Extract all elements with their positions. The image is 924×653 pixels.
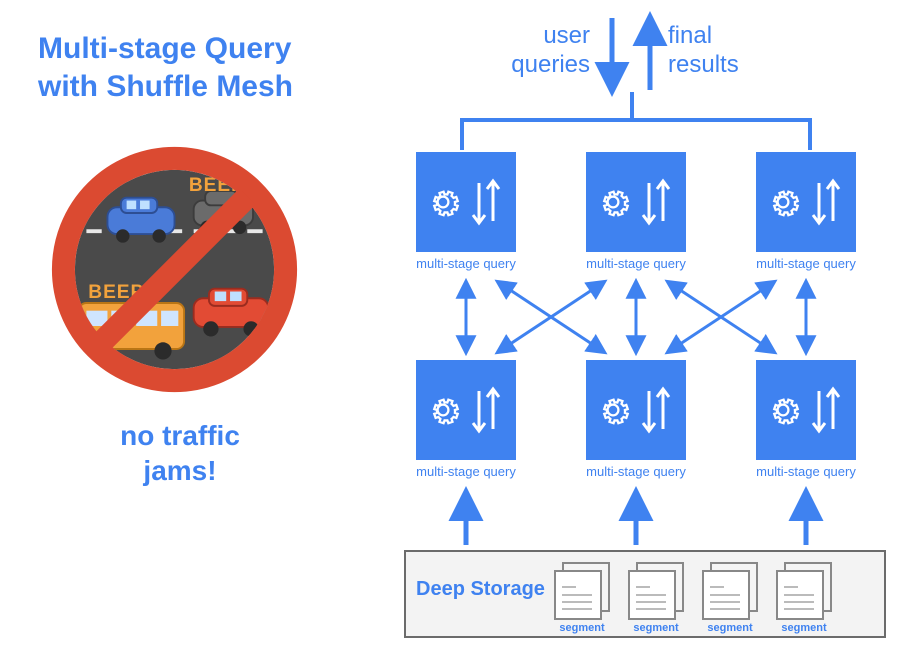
- msq-label: multi-stage query: [411, 256, 521, 271]
- caption-no-traffic: no traffic jams!: [90, 418, 270, 488]
- prohibition-icon: BEEP BEEP: [50, 145, 299, 394]
- msq-box-r2-c1: multi-stage query: [411, 360, 521, 479]
- msq-label: multi-stage query: [581, 256, 691, 271]
- deep-storage-box: Deep Storage segment segment segment seg…: [404, 550, 886, 638]
- gear-icon: [766, 393, 800, 427]
- msq-label: multi-stage query: [751, 256, 861, 271]
- gear-icon: [766, 185, 800, 219]
- msq-square: [416, 152, 516, 252]
- updown-arrows-icon: [806, 175, 846, 229]
- segment-label: segment: [628, 622, 684, 634]
- segments-row: segment segment segment segment: [554, 558, 832, 562]
- msq-box-r2-c2: multi-stage query: [581, 360, 691, 479]
- updown-arrows-icon: [636, 175, 676, 229]
- segment-label: segment: [554, 622, 610, 634]
- updown-arrows-icon: [466, 383, 506, 437]
- updown-arrows-icon: [636, 383, 676, 437]
- msq-label: multi-stage query: [411, 464, 521, 479]
- msq-square: [756, 360, 856, 460]
- msq-square: [586, 152, 686, 252]
- gear-icon: [596, 185, 630, 219]
- gear-icon: [426, 393, 460, 427]
- segment-label: segment: [702, 622, 758, 634]
- updown-arrows-icon: [806, 383, 846, 437]
- msq-box-r1-c1: multi-stage query: [411, 152, 521, 271]
- storage-title: Deep Storage: [416, 558, 546, 601]
- msq-box-r1-c2: multi-stage query: [581, 152, 691, 271]
- msq-label: multi-stage query: [751, 464, 861, 479]
- msq-label: multi-stage query: [581, 464, 691, 479]
- msq-box-r1-c3: multi-stage query: [751, 152, 861, 271]
- msq-box-r2-c3: multi-stage query: [751, 360, 861, 479]
- msq-square: [586, 360, 686, 460]
- msq-square: [416, 360, 516, 460]
- no-traffic-sign: BEEP BEEP: [50, 145, 299, 394]
- gear-icon: [596, 393, 630, 427]
- segment-label: segment: [776, 622, 832, 634]
- msq-square: [756, 152, 856, 252]
- gear-icon: [426, 185, 460, 219]
- updown-arrows-icon: [466, 175, 506, 229]
